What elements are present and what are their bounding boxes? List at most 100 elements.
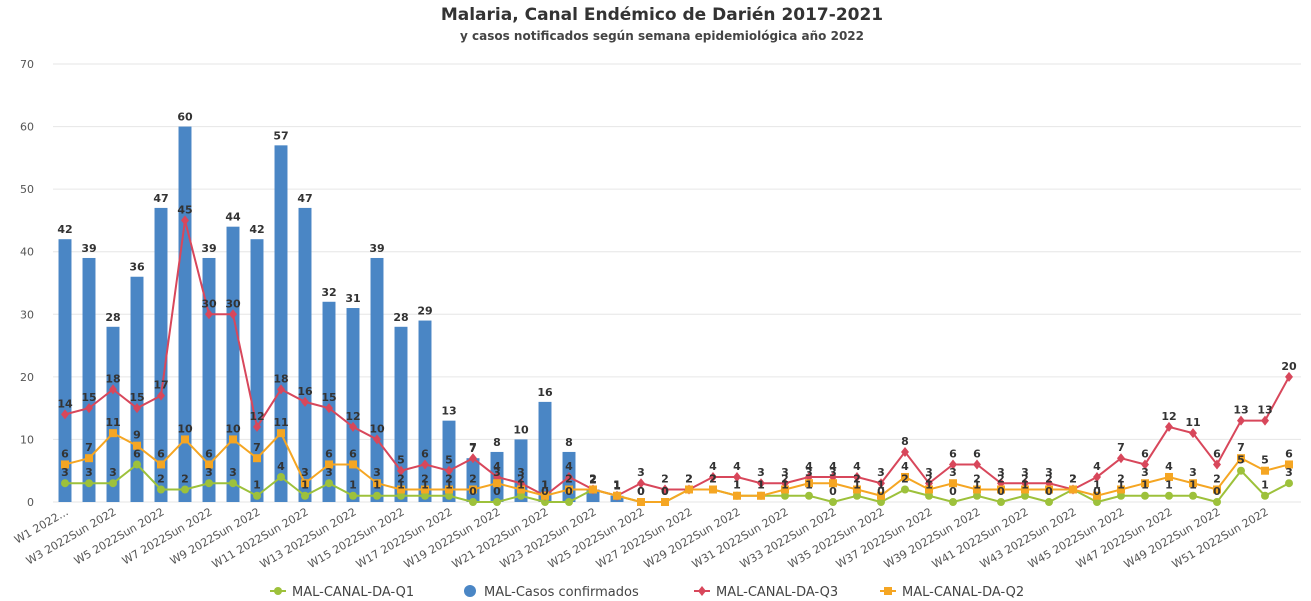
data-label: 5 — [1261, 454, 1269, 467]
point — [709, 485, 717, 494]
data-label: 3 — [61, 466, 69, 479]
point — [85, 454, 93, 463]
point — [1045, 485, 1053, 494]
point — [901, 446, 909, 457]
data-label: 28 — [393, 311, 408, 324]
data-label: 15 — [129, 391, 144, 404]
data-label: 0 — [1093, 485, 1101, 498]
point — [469, 498, 477, 506]
data-label: 4 — [709, 460, 717, 473]
legend-marker — [464, 585, 476, 597]
point — [1165, 421, 1173, 432]
point — [325, 479, 333, 488]
legend-label: MAL-CANAL-DA-Q1 — [292, 585, 414, 600]
point — [853, 485, 861, 494]
data-label: 57 — [273, 129, 288, 142]
data-label: 2 — [589, 472, 597, 485]
bar — [178, 126, 192, 503]
point — [901, 472, 909, 481]
bar — [538, 401, 552, 502]
point — [349, 460, 357, 469]
point — [949, 459, 957, 470]
point — [1285, 460, 1293, 469]
point — [229, 435, 237, 444]
data-label: 10 — [513, 423, 529, 436]
data-label: 16 — [297, 385, 313, 398]
data-label: 29 — [417, 305, 432, 318]
data-label: 2 — [181, 472, 189, 485]
data-label: 2 — [589, 473, 597, 486]
point — [949, 498, 957, 506]
data-label: 0 — [637, 485, 645, 498]
bar — [298, 207, 312, 502]
data-label: 1 — [445, 479, 453, 492]
data-label: 6 — [1213, 447, 1221, 460]
point — [61, 460, 69, 469]
data-label: 1 — [373, 479, 381, 492]
point — [133, 441, 141, 450]
data-label: 2 — [1069, 472, 1077, 485]
legend-marker — [884, 587, 892, 595]
point — [973, 485, 981, 494]
point — [781, 485, 789, 494]
data-label: 60 — [177, 111, 193, 124]
point — [685, 485, 693, 494]
y-tick-label: 70 — [20, 58, 34, 71]
data-label: 7 — [1117, 441, 1125, 454]
point — [277, 429, 285, 438]
point — [589, 485, 597, 494]
bar — [226, 226, 240, 502]
bar — [154, 207, 168, 502]
point — [157, 390, 165, 401]
data-label: 10 — [225, 422, 241, 435]
data-label: 8 — [493, 436, 501, 449]
data-label: 4 — [901, 460, 909, 473]
data-label: 1 — [1117, 479, 1125, 492]
chart-subtitle: y casos notificados según semana epidemi… — [460, 29, 864, 43]
data-label: 6 — [325, 447, 333, 460]
data-label: 3 — [85, 466, 93, 479]
point — [85, 403, 93, 414]
data-label: 8 — [565, 436, 573, 449]
data-label: 6 — [349, 447, 357, 460]
point — [397, 485, 405, 494]
point — [829, 479, 837, 488]
point — [373, 434, 381, 445]
data-label: 2 — [1117, 472, 1125, 485]
point — [109, 384, 117, 395]
bar — [370, 257, 384, 502]
data-label: 3 — [493, 466, 501, 479]
data-label: 3 — [1285, 466, 1293, 479]
bar — [274, 145, 288, 503]
data-label: 18 — [105, 372, 120, 385]
bar — [418, 320, 432, 502]
point — [277, 472, 285, 481]
data-label: 2 — [1069, 472, 1077, 485]
data-label: 0 — [541, 485, 549, 498]
data-label: 2 — [853, 472, 861, 485]
point — [493, 498, 501, 506]
point — [901, 485, 909, 494]
data-label: 1 — [613, 479, 621, 492]
point — [853, 491, 861, 500]
point — [517, 485, 525, 494]
bar — [202, 257, 216, 502]
point — [325, 460, 333, 469]
data-label: 1 — [925, 479, 933, 492]
point — [925, 491, 933, 500]
point — [1237, 466, 1245, 475]
point — [469, 453, 477, 464]
point — [1093, 471, 1101, 482]
point — [541, 498, 549, 506]
data-label: 3 — [637, 466, 645, 479]
data-label: 18 — [273, 372, 288, 385]
data-label: 6 — [973, 447, 981, 460]
point — [301, 396, 309, 407]
data-label: 1 — [1189, 479, 1197, 492]
data-label: 1 — [877, 479, 885, 492]
point — [373, 491, 381, 500]
point — [421, 485, 429, 494]
data-label: 0 — [1045, 485, 1053, 498]
data-label: 16 — [537, 386, 553, 399]
